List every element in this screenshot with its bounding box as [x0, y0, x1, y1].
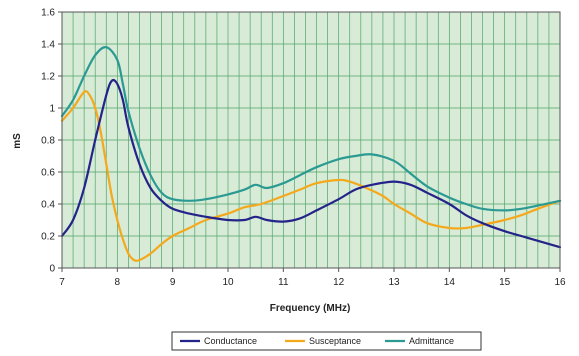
legend-label-admittance: Admittance: [409, 336, 454, 346]
legend-label-conductance: Conductance: [204, 336, 257, 346]
legend-box: [171, 331, 482, 351]
y-tick-label: 1: [49, 104, 55, 115]
axes: 0 0.2 0.4 0.6 0.8 1 1.2 1.4 1.6 7 8 9 10 11 12 13 14 15 16: [41, 8, 566, 289]
series-line-susceptance: [60, 90, 562, 262]
legend: Conductance Susceptance Admittance: [171, 331, 482, 351]
y-tick-label: 1.6: [41, 8, 55, 19]
x-tick-label: 7: [59, 277, 65, 288]
legend-label-susceptance: Susceptance: [309, 336, 361, 346]
x-tick-label: 11: [278, 277, 289, 288]
x-tick-label: 14: [444, 277, 456, 288]
x-tick-label: 16: [554, 277, 566, 288]
x-tick-label: 8: [115, 277, 121, 288]
x-tick-label: 12: [333, 277, 345, 288]
series-line-conductance: [60, 78, 562, 249]
y-tick-label: 1.4: [41, 40, 55, 51]
y-tick-label: 0.2: [41, 232, 55, 243]
series-line-admittance: [60, 46, 562, 212]
y-tick-label: 0.4: [41, 200, 55, 211]
y-axis-title: mS: [12, 133, 23, 149]
x-axis-title: Frequency (MHz): [270, 303, 351, 314]
x-tick-label: 9: [170, 277, 176, 288]
x-tick-label: 15: [499, 277, 511, 288]
series-lines: [60, 46, 562, 262]
x-tick-label: 13: [388, 277, 400, 288]
x-tick-label: 10: [222, 277, 234, 288]
y-tick-label: 0: [49, 264, 55, 275]
plot-area: [60, 12, 562, 268]
y-tick-label: 0.6: [41, 168, 55, 179]
y-tick-label: 1.2: [41, 72, 55, 83]
y-tick-label: 0.8: [41, 136, 55, 147]
